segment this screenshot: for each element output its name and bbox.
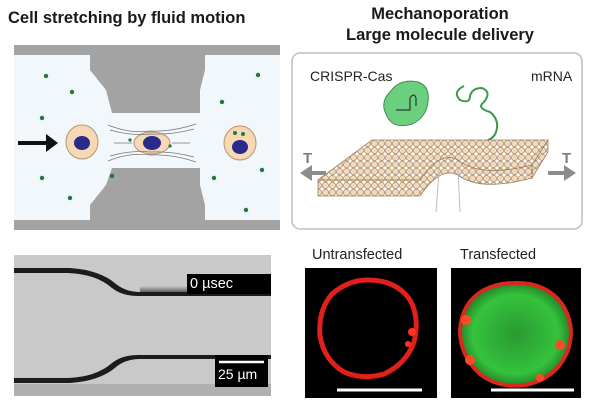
tension-label-right: T: [562, 150, 572, 167]
cell-stretched-nucleus: [143, 136, 161, 150]
untransfected-membrane: [317, 277, 419, 380]
delivered-particle: [241, 132, 245, 136]
below-channel: [14, 384, 271, 396]
crispr-cas-label: CRISPR-Cas: [310, 68, 393, 84]
streamlines: [107, 123, 197, 163]
transport-arrows: [435, 159, 461, 213]
time-box: [187, 274, 271, 294]
constriction-top-shape: [90, 55, 205, 113]
membrane-hotspot: [536, 374, 544, 382]
transfected-label: Transfected: [460, 247, 537, 263]
right-panel-title-line1: Mechanoporation: [371, 5, 509, 23]
crispr-cas-protein: [383, 80, 429, 127]
mrna-label: mRNA: [531, 68, 573, 84]
flow-arrow-head: [46, 134, 58, 152]
scale-label: 25 µm: [218, 366, 258, 382]
cargo-particles: [39, 72, 265, 213]
cell-incoming-nucleus: [74, 136, 90, 150]
right-panel-title-line2: Large molecule delivery: [345, 26, 534, 44]
channel-wall-top: [14, 45, 280, 55]
untransfected-label: Untransfected: [312, 247, 403, 263]
constriction-bottom-shape: [90, 168, 205, 220]
membrane-hotspot: [555, 340, 565, 350]
left-panel-title: Cell stretching by fluid motion: [8, 9, 246, 27]
lipid-bilayer-side: [531, 138, 549, 180]
membrane-hotspot: [405, 341, 411, 347]
membrane-hotspot: [461, 315, 471, 325]
delivered-particle: [233, 131, 237, 135]
transfected-cell: [457, 280, 573, 388]
tension-label-left: T: [303, 150, 313, 167]
scale-box: [215, 355, 268, 387]
membrane-hotspot: [465, 355, 475, 365]
tension-arrowhead-left: [300, 165, 312, 181]
channel-wall-bottom: [14, 220, 280, 230]
mrna-strand: [455, 85, 499, 141]
tension-arrowhead-right: [564, 165, 576, 181]
cell-outgoing-nucleus: [232, 140, 248, 154]
time-label: 0 µsec: [190, 276, 234, 292]
membrane-hotspot: [408, 328, 416, 336]
guide-rna-strand: [396, 94, 417, 111]
